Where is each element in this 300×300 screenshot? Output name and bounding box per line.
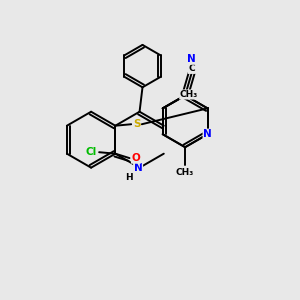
Text: CH₃: CH₃ [176,168,194,177]
Text: S: S [133,119,140,129]
Text: O: O [132,153,140,163]
Text: N: N [187,54,196,64]
Text: N: N [134,163,142,173]
Text: C: C [188,64,195,74]
Text: H: H [125,172,133,182]
Text: CH₃: CH₃ [180,90,198,99]
Text: Cl: Cl [85,147,97,157]
Text: N: N [203,129,212,139]
